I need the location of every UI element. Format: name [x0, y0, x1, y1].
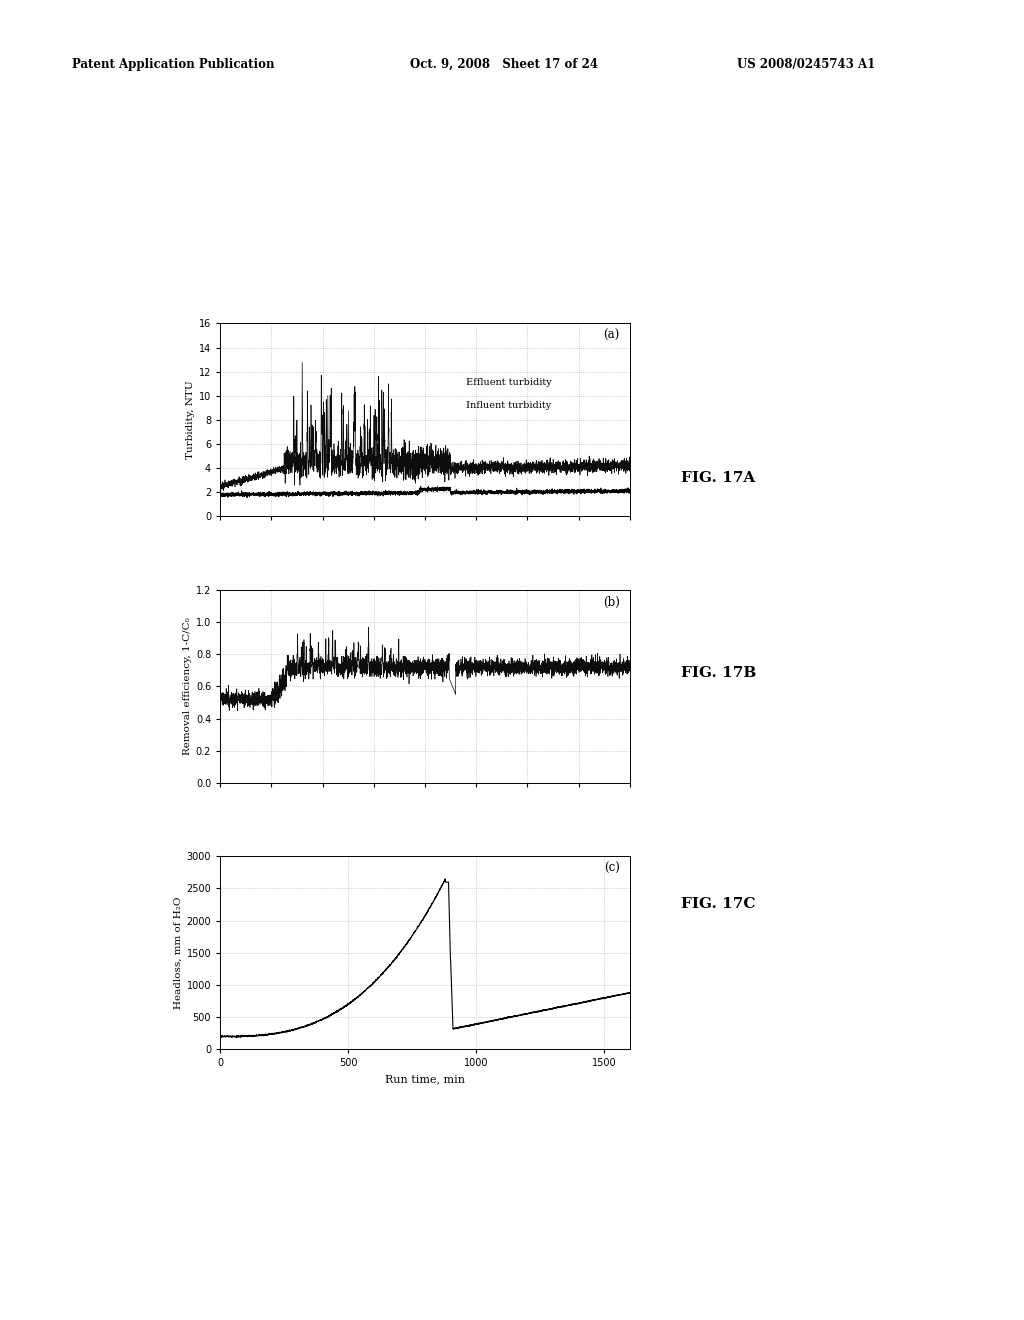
Text: (a): (a) — [603, 329, 620, 342]
Text: Oct. 9, 2008   Sheet 17 of 24: Oct. 9, 2008 Sheet 17 of 24 — [410, 58, 598, 71]
Text: (c): (c) — [603, 862, 620, 875]
X-axis label: Run time, min: Run time, min — [385, 1074, 465, 1084]
Y-axis label: Headloss, mm of H₂O: Headloss, mm of H₂O — [173, 896, 182, 1008]
Text: Influent turbidity: Influent turbidity — [466, 401, 551, 411]
Text: FIG. 17C: FIG. 17C — [681, 898, 756, 911]
Text: FIG. 17B: FIG. 17B — [681, 667, 757, 680]
Text: US 2008/0245743 A1: US 2008/0245743 A1 — [737, 58, 876, 71]
Text: (b): (b) — [603, 595, 620, 609]
Text: FIG. 17A: FIG. 17A — [681, 471, 756, 484]
Text: Effluent turbidity: Effluent turbidity — [466, 379, 552, 387]
Text: Patent Application Publication: Patent Application Publication — [72, 58, 274, 71]
Y-axis label: Turbidity, NTU: Turbidity, NTU — [185, 380, 195, 459]
Y-axis label: Removal efficiency, 1-C/C₀: Removal efficiency, 1-C/C₀ — [182, 618, 191, 755]
